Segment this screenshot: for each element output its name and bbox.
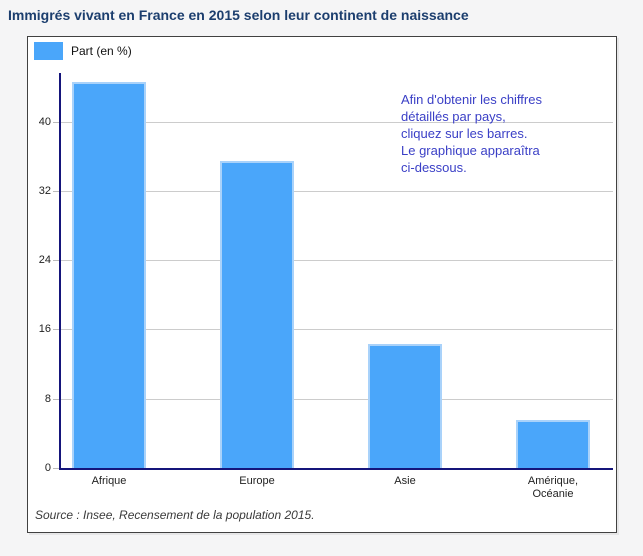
gridline — [61, 329, 613, 331]
legend-label: Part (en %) — [71, 44, 132, 58]
y-tick-mark — [53, 121, 59, 123]
gridline — [61, 260, 613, 262]
x-category-label: Europe — [239, 475, 275, 487]
bar-afrique[interactable] — [72, 81, 146, 468]
y-tick-label: 16 — [38, 323, 51, 336]
y-tick-label: 24 — [38, 254, 51, 267]
y-tick-label: 32 — [38, 184, 51, 197]
bar-amerique-oceanie[interactable] — [516, 419, 590, 468]
legend-swatch-icon — [34, 42, 63, 60]
y-tick-label: 40 — [38, 115, 51, 128]
x-axis-line — [59, 468, 613, 470]
x-category-label: Asie — [394, 475, 416, 487]
chart-panel: Part (en %) 0 8 16 24 32 40 Afrique Europe Asie A… — [27, 36, 617, 533]
gridline — [61, 398, 613, 400]
bar-europe[interactable] — [220, 161, 294, 468]
y-tick-label: 8 — [44, 392, 51, 405]
y-tick-mark — [53, 398, 59, 400]
source-note: Source : Insee, Recensement de la popula… — [35, 508, 315, 522]
y-tick-mark — [53, 260, 59, 262]
legend: Part (en %) — [34, 42, 132, 60]
y-tick-mark — [53, 190, 59, 192]
bar-asie[interactable] — [368, 344, 442, 468]
page-title: Immigrés vivant en France en 2015 selon … — [8, 7, 469, 23]
y-tick-mark — [53, 468, 59, 469]
plot-area: 0 8 16 24 32 40 Afrique Europe Asie Amérique, Océ… — [39, 73, 613, 500]
y-tick-mark — [53, 329, 59, 331]
annotation-text: Afin d'obtenir les chiffres détaillés pa… — [401, 92, 542, 175]
x-category-label: Amérique, Océanie — [527, 475, 579, 500]
x-category-label: Afrique — [91, 475, 127, 487]
y-axis-line — [59, 73, 61, 468]
gridline — [61, 190, 613, 192]
y-tick-label: 0 — [44, 462, 51, 474]
gridline — [61, 121, 613, 123]
